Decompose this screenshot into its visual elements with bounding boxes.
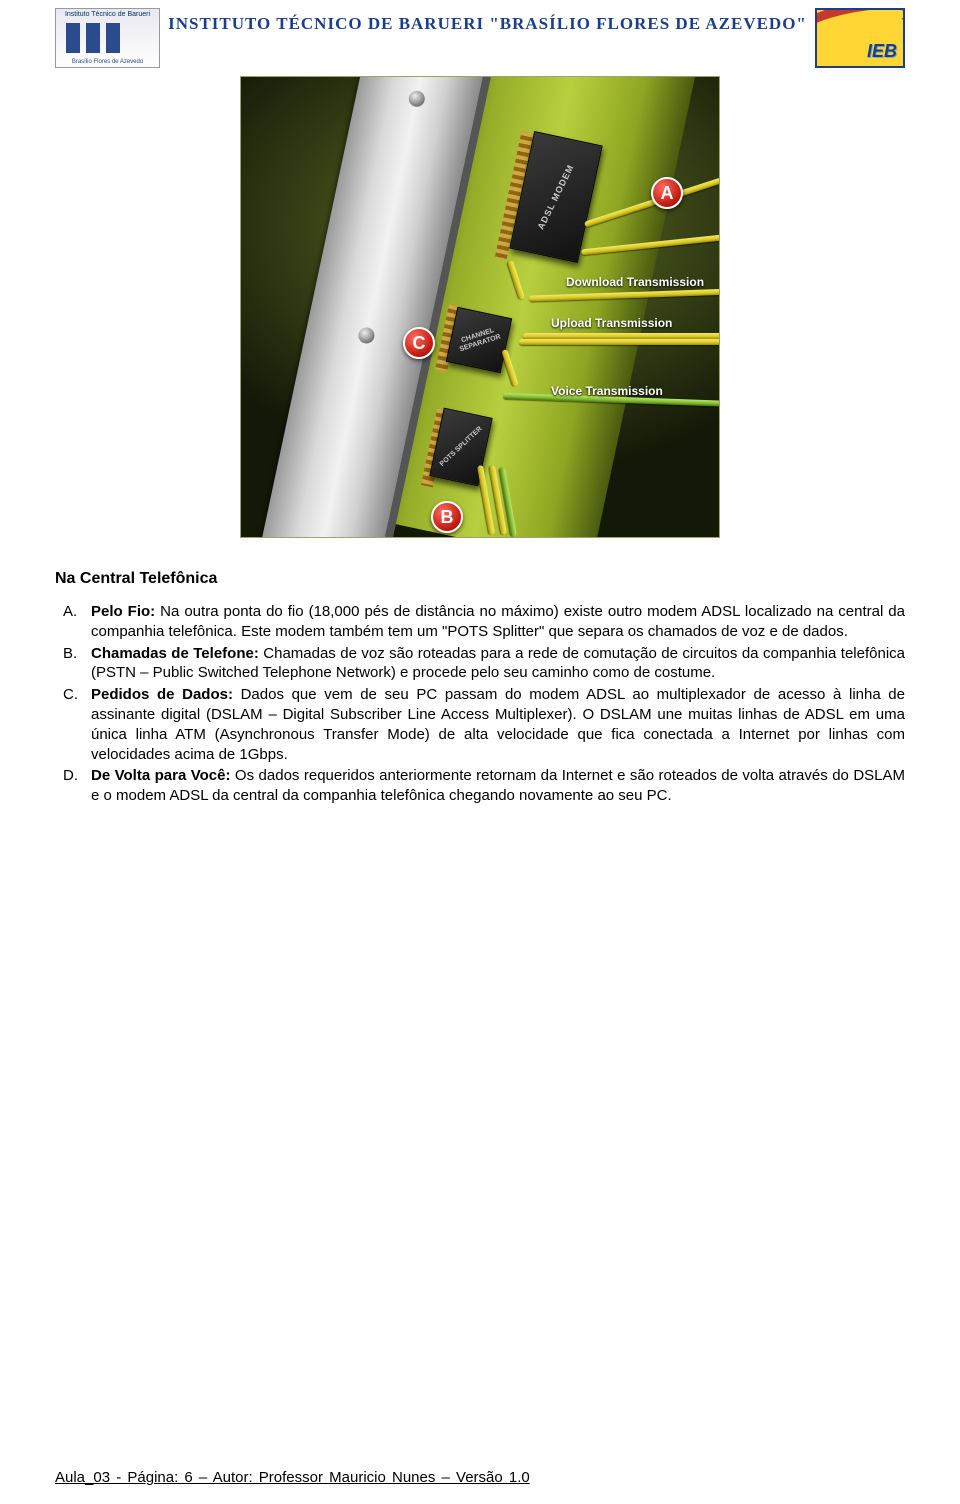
item-letter: B. (63, 644, 77, 664)
logo-right-text: IEB (867, 41, 897, 62)
item-letter: D. (63, 766, 78, 786)
diagram-container: ADSL MODEM CHANNEL SEPARATOR POTS SPLITT… (55, 76, 905, 542)
label-download: Download Transmission (566, 275, 704, 289)
list-item: D. De Volta para Você: Os dados requerid… (91, 766, 905, 806)
logo-left-bars (66, 23, 120, 53)
logo-left: Instituto Técnico de Barueri Brasílio Fl… (55, 8, 160, 68)
adsl-modem-diagram: ADSL MODEM CHANNEL SEPARATOR POTS SPLITT… (240, 76, 720, 538)
wire-upload-2 (519, 339, 720, 345)
label-voice: Voice Transmission (551, 384, 663, 398)
item-list: A. Pelo Fio: Na outra ponta do fio (18,0… (55, 602, 905, 806)
marker-c: C (403, 327, 435, 359)
list-item: B. Chamadas de Telefone: Chamadas de voz… (91, 644, 905, 684)
page-header: Instituto Técnico de Barueri Brasílio Fl… (55, 8, 905, 68)
header-title: INSTITUTO TÉCNICO DE BARUERI "BRASÍLIO F… (160, 8, 815, 34)
logo-left-top-text: Instituto Técnico de Barueri (56, 11, 159, 18)
label-upload: Upload Transmission (551, 316, 672, 330)
item-text: Na outra ponta do fio (18,000 pés de dis… (91, 603, 905, 640)
marker-a: A (651, 177, 683, 209)
item-bold: Pedidos de Dados: (91, 686, 233, 703)
item-bold: Pelo Fio: (91, 603, 155, 620)
chip-channel-separator: CHANNEL SEPARATOR (446, 307, 512, 373)
page-footer: Aula_03 - Página: 6 – Autor: Professor M… (55, 1469, 530, 1486)
logo-right: IEB (815, 8, 905, 68)
list-item: C. Pedidos de Dados: Dados que vem de se… (91, 685, 905, 764)
item-letter: C. (63, 685, 78, 705)
logo-left-bottom-text: Brasílio Flores de Azevedo (56, 59, 159, 65)
list-item: A. Pelo Fio: Na outra ponta do fio (18,0… (91, 602, 905, 642)
item-bold: Chamadas de Telefone: (91, 645, 259, 662)
item-bold: De Volta para Você: (91, 767, 230, 784)
item-letter: A. (63, 602, 77, 622)
marker-b: B (431, 501, 463, 533)
section-title: Na Central Telefônica (55, 570, 905, 588)
